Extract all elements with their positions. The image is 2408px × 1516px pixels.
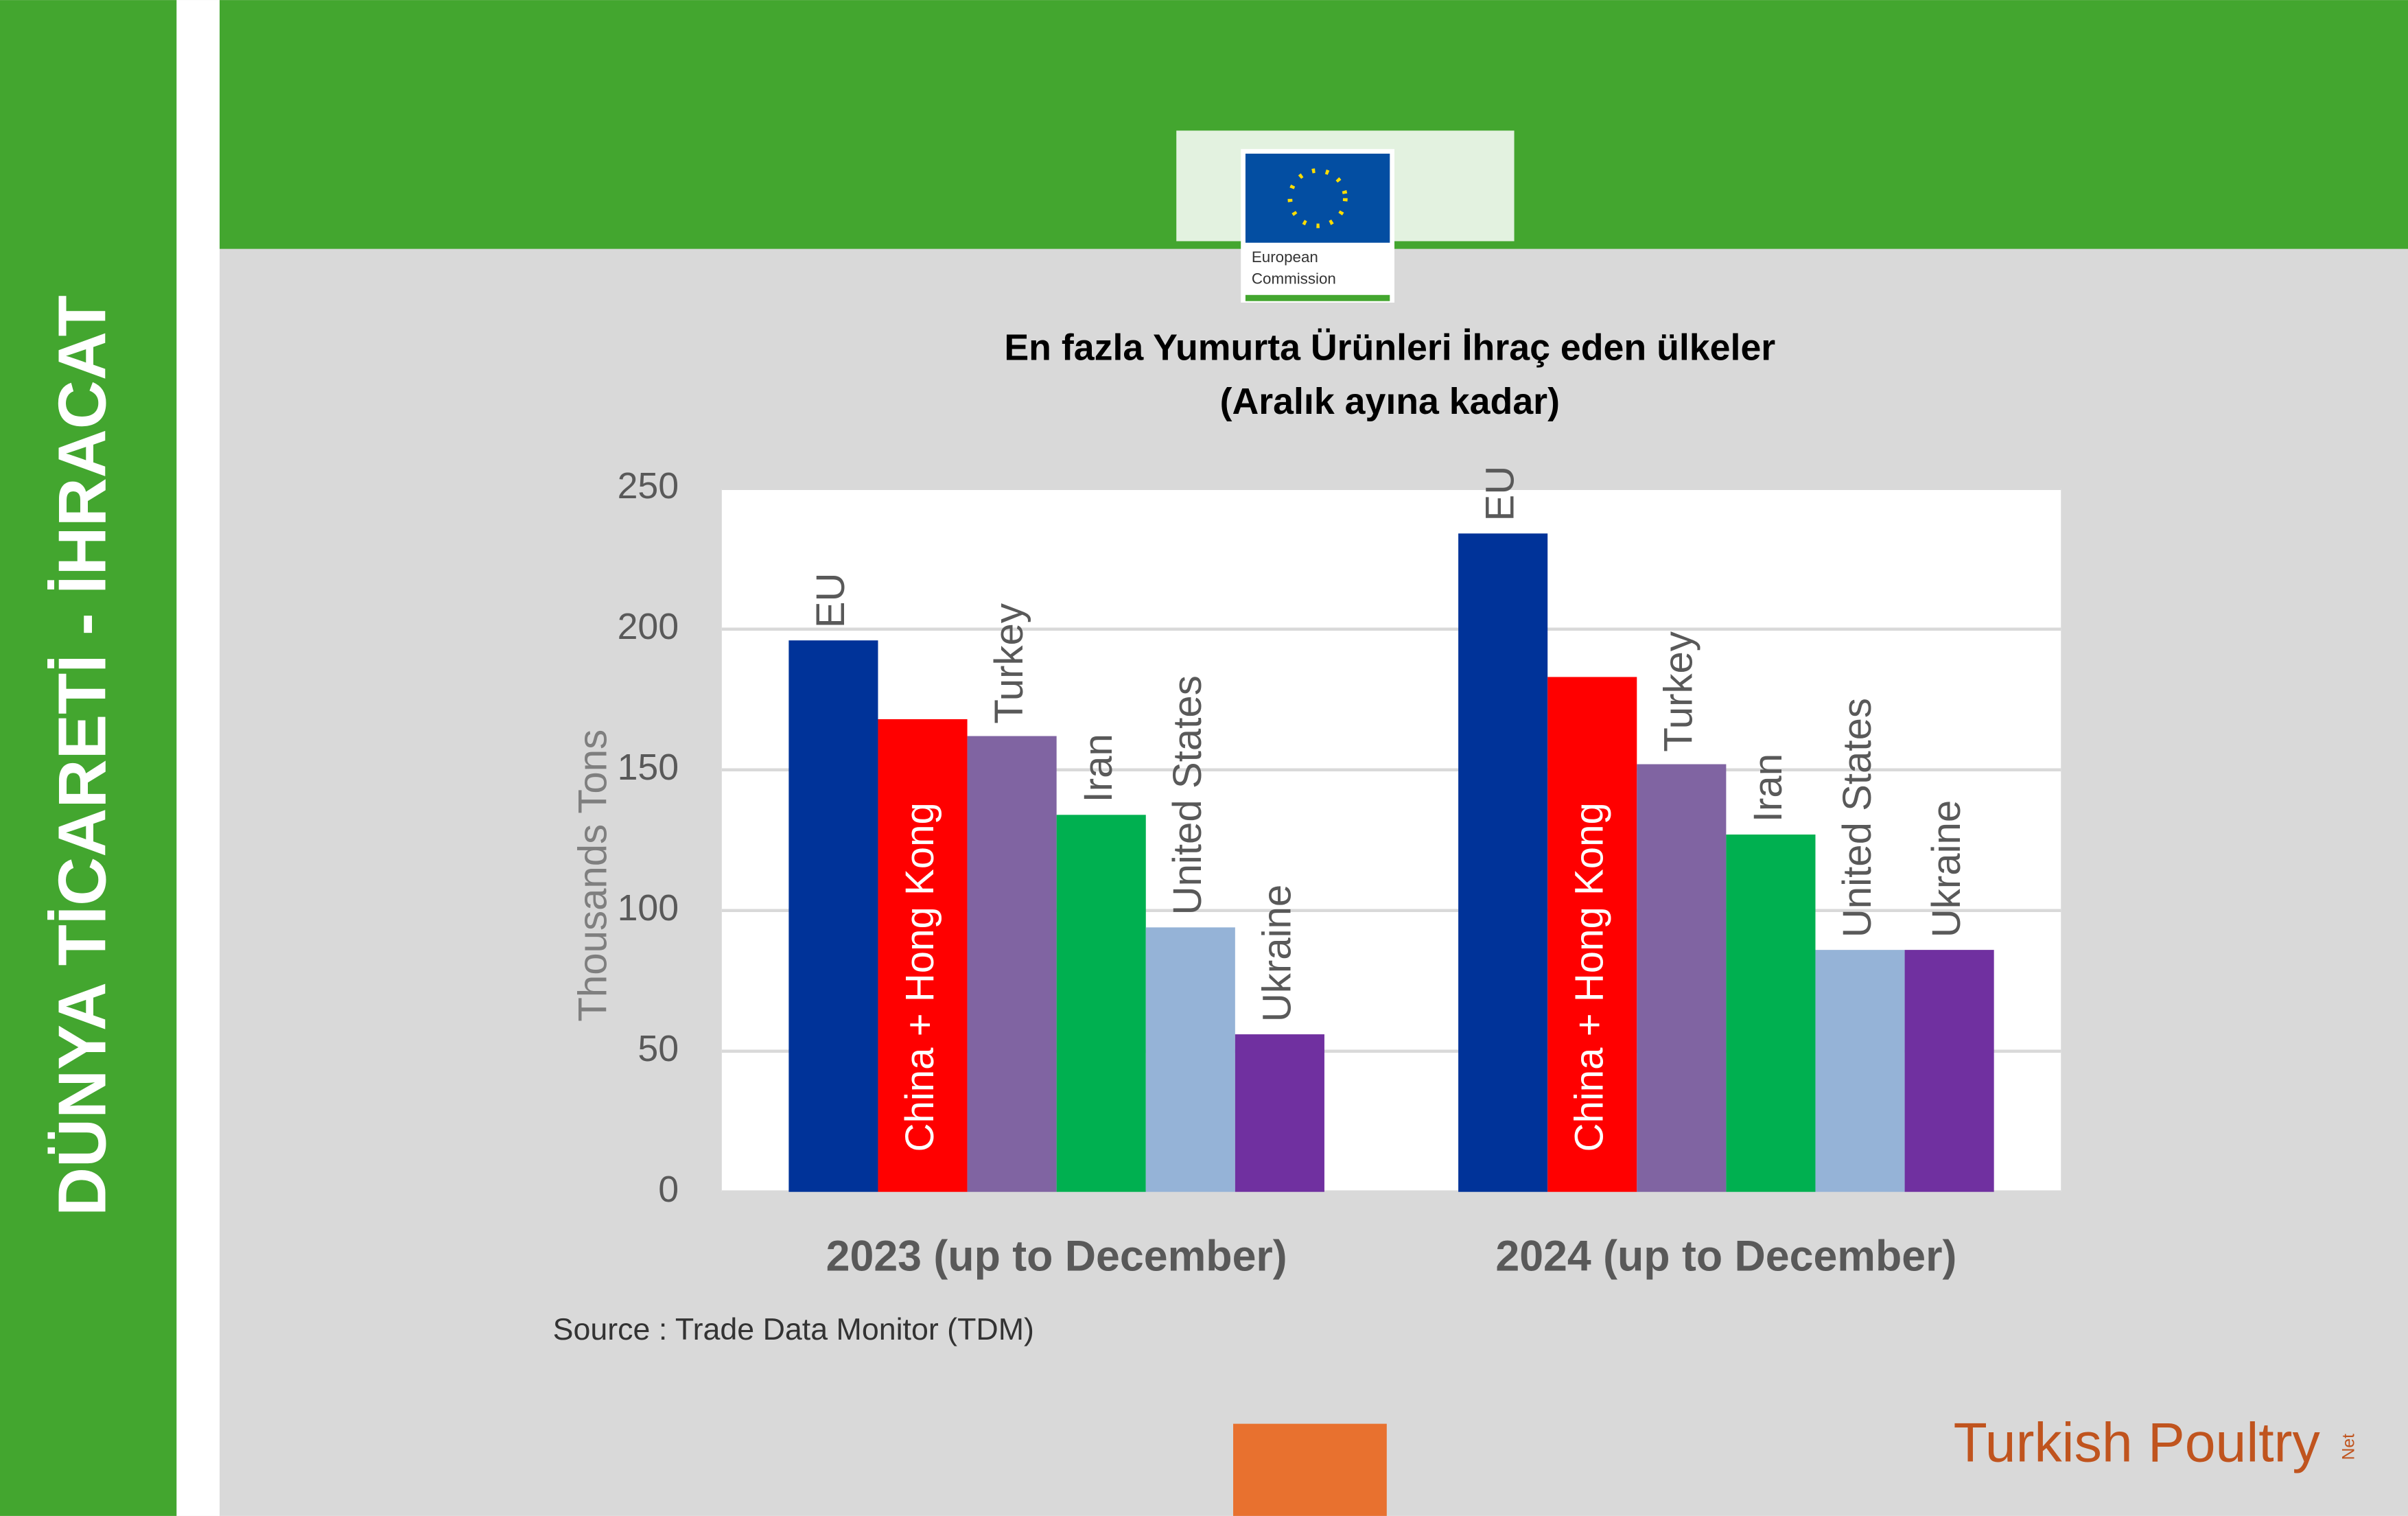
bar bbox=[878, 719, 968, 1192]
bar-series-label: United States bbox=[1165, 675, 1210, 915]
bar bbox=[1637, 764, 1727, 1192]
y-tick-label: 250 bbox=[618, 465, 679, 506]
banner-text: DÜNYA TİCARETİ - İHRACAT bbox=[45, 295, 120, 1216]
bar-series-label: United States bbox=[1835, 698, 1880, 937]
bars: 2023 (up to December) EU China + Hong Kong… bbox=[788, 466, 1994, 1281]
bar-series-label: China + Hong Kong bbox=[898, 802, 942, 1152]
ec-text: Commission bbox=[1252, 270, 1336, 287]
bar bbox=[1547, 677, 1637, 1192]
bar-series-label: Iran bbox=[1746, 754, 1790, 822]
ec-text: European bbox=[1252, 248, 1318, 266]
bar bbox=[1056, 815, 1146, 1192]
y-tick-label: 0 bbox=[658, 1169, 679, 1210]
bar bbox=[788, 640, 878, 1192]
bar-series-label: Turkey bbox=[987, 603, 1031, 724]
bar-series-label: Turkey bbox=[1657, 631, 1701, 752]
chart-subtitle: (Aralık ayına kadar) bbox=[1220, 381, 1560, 422]
y-tick-label: 100 bbox=[618, 887, 679, 929]
bar bbox=[1904, 950, 1994, 1192]
ec-flag bbox=[1245, 153, 1390, 243]
ec-stars bbox=[1287, 168, 1348, 229]
bar-series-label: Iran bbox=[1076, 734, 1121, 802]
brand-suffix: Net bbox=[2339, 1434, 2358, 1460]
bar-series-label: EU bbox=[1478, 466, 1523, 522]
bar bbox=[1815, 950, 1905, 1192]
bar-series-label: Ukraine bbox=[1924, 800, 1969, 937]
bar-series-label: EU bbox=[808, 572, 853, 628]
x-tick-label: 2024 (up to December) bbox=[1495, 1233, 1956, 1281]
brand-logo: Turkish Poultry bbox=[1954, 1412, 2321, 1473]
sidebar-stripe bbox=[176, 0, 220, 1516]
bar bbox=[1726, 835, 1816, 1192]
x-tick-label: 2023 (up to December) bbox=[826, 1233, 1287, 1281]
ec-underline bbox=[1245, 294, 1390, 301]
bar bbox=[1458, 533, 1548, 1192]
bar bbox=[1235, 1034, 1324, 1192]
bar-series-label: China + Hong Kong bbox=[1567, 802, 1612, 1152]
sidebar bbox=[0, 0, 177, 1516]
ec-logo: European Commission bbox=[1176, 130, 1515, 303]
orange-block bbox=[1233, 1423, 1387, 1516]
y-tick-label: 50 bbox=[638, 1028, 679, 1069]
bar bbox=[1145, 927, 1235, 1192]
y-tick-label: 150 bbox=[618, 747, 679, 788]
bar-series-label: Ukraine bbox=[1254, 885, 1299, 1022]
source: Source : Trade Data Monitor (TDM) bbox=[553, 1312, 1034, 1346]
bar bbox=[967, 736, 1057, 1192]
y-axis-label: Thousands Tons bbox=[571, 730, 616, 1022]
chart-title: En fazla Yumurta Ürünleri İhraç eden ülk… bbox=[1004, 327, 1775, 369]
y-tick-label: 200 bbox=[618, 606, 679, 647]
